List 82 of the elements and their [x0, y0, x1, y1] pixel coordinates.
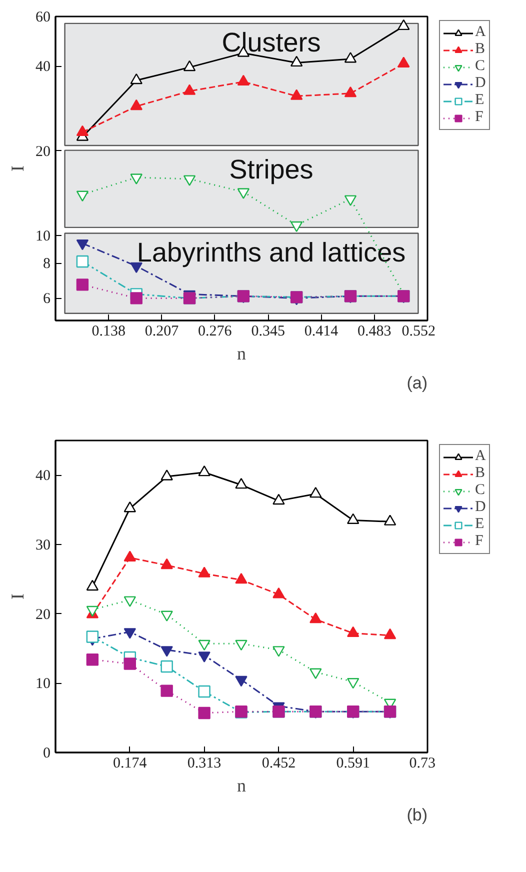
point [198, 706, 210, 720]
y-axis-title: I [8, 165, 28, 172]
point [76, 255, 89, 268]
point [347, 626, 360, 638]
point [310, 612, 322, 624]
band-label: Stripes [229, 154, 314, 184]
point [124, 501, 136, 512]
point [183, 84, 196, 95]
y-tick-label: 0 [43, 746, 50, 762]
x-tick-label: 0.313 [187, 756, 222, 772]
point [384, 628, 396, 640]
point [235, 478, 248, 489]
y-axis-title: I [8, 593, 28, 600]
y-tick-label: 10 [36, 228, 50, 245]
point [160, 470, 173, 480]
y-tick-label: 20 [36, 606, 50, 623]
legend-label: E [475, 516, 485, 533]
point [160, 558, 173, 570]
legend-label: F [475, 109, 484, 126]
point [160, 684, 173, 697]
y-tick-label: 30 [36, 538, 50, 554]
point [347, 513, 360, 524]
point [198, 465, 210, 476]
x-tick-label: 0.207 [144, 324, 180, 340]
y-tick-label: 60 [36, 10, 50, 26]
point [86, 580, 99, 591]
x-tick-label: 0.276 [198, 324, 232, 340]
point [344, 86, 357, 98]
point [124, 658, 136, 670]
x-axis-title: n [237, 344, 246, 364]
x-tick-label: 0.552 [402, 324, 436, 340]
point [130, 73, 142, 84]
legend-label: D [475, 499, 486, 516]
point [272, 587, 285, 598]
legend-label: A [475, 448, 486, 465]
x-tick-label: 0.73 [409, 756, 436, 772]
point [290, 89, 303, 100]
y-tick-label: 40 [36, 59, 50, 76]
point [384, 514, 396, 526]
point [183, 60, 196, 72]
legend-label: F [475, 533, 484, 550]
legend-label: E [475, 92, 485, 109]
band-label: Labyrinths and lattices [136, 237, 406, 268]
point [86, 653, 99, 666]
x-tick-label: 0.483 [357, 324, 392, 340]
x-axis-title: n [237, 776, 246, 796]
point [344, 52, 357, 63]
x-tick-label: 0.138 [92, 324, 126, 340]
band-label: Clusters [222, 27, 321, 58]
legend-label: D [475, 75, 486, 92]
legend-label: B [475, 465, 486, 482]
point [235, 572, 248, 584]
x-tick-label: 0.414 [304, 324, 339, 340]
y-tick-label: 40 [36, 468, 50, 484]
legend-label: C [475, 58, 486, 75]
point [272, 494, 285, 505]
x-tick-label: 0.345 [251, 324, 285, 340]
point [76, 278, 89, 291]
point [130, 292, 142, 304]
y-tick-label: 20 [36, 144, 50, 160]
point [198, 566, 210, 578]
point [398, 19, 410, 30]
point [130, 99, 142, 110]
point [310, 486, 322, 498]
y-tick-label: 8 [43, 256, 50, 272]
x-tick-label: 0.452 [262, 756, 296, 772]
text: (a) [406, 374, 428, 392]
point [86, 630, 99, 643]
x-tick-label: 0.174 [113, 756, 148, 772]
point [198, 685, 210, 698]
x-tick-label: 0.591 [336, 756, 370, 772]
point [76, 125, 89, 136]
point [398, 56, 410, 68]
point [290, 56, 303, 67]
y-tick-label: 10 [36, 676, 50, 692]
point [237, 74, 250, 86]
y-tick-label: 6 [43, 291, 51, 308]
point [124, 550, 136, 562]
legend-label: B [475, 41, 486, 58]
legend-label: C [475, 482, 486, 499]
text: (b) [406, 806, 428, 824]
legend-label: A [475, 24, 486, 41]
